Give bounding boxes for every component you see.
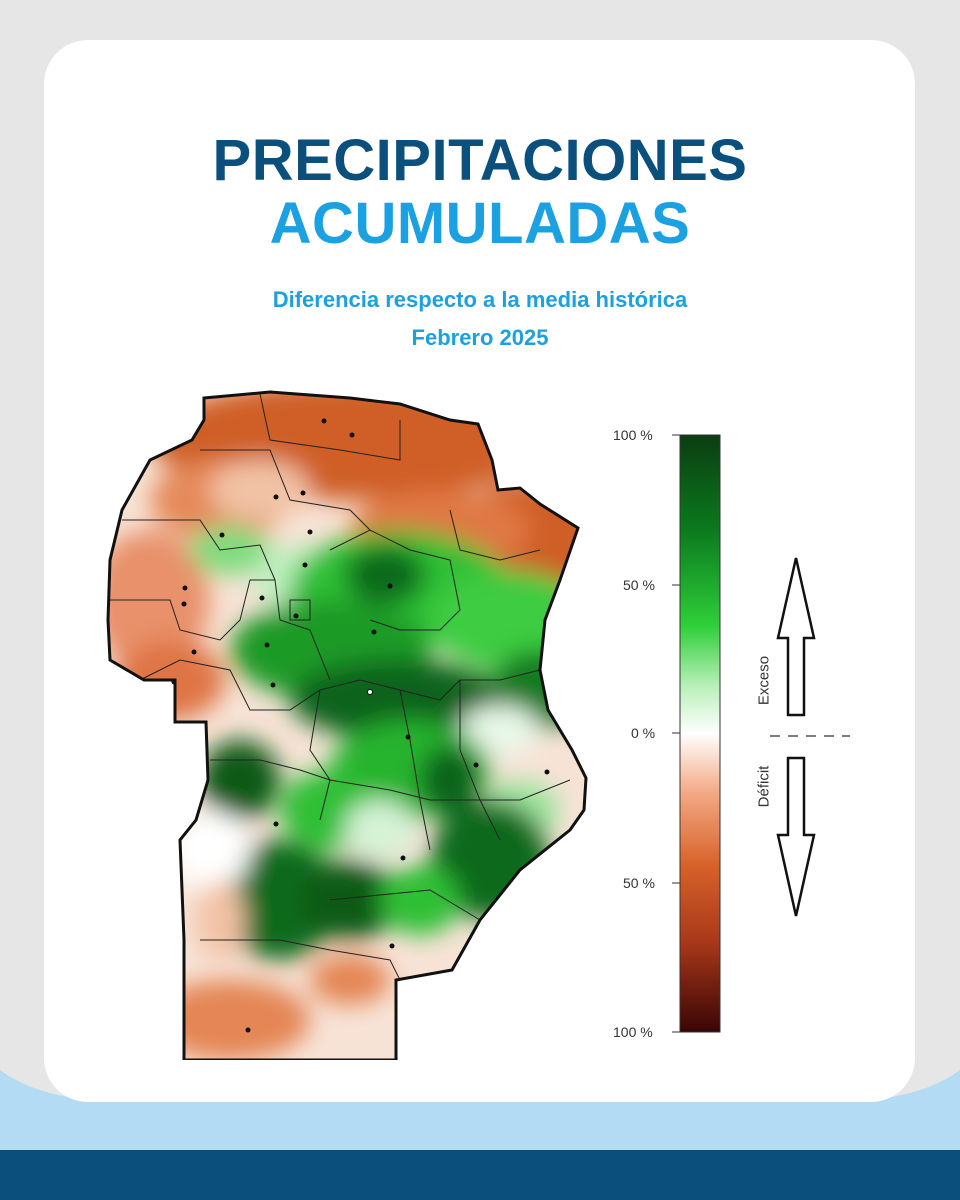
bottom-wave xyxy=(0,1070,960,1200)
legend-tick-50-bottom: 50 % xyxy=(623,875,655,891)
legend-exceso-label: Exceso xyxy=(755,655,773,706)
precipitation-map xyxy=(106,390,588,1060)
subtitle-line-2: Febrero 2025 xyxy=(411,325,549,350)
title-line-2: ACUMULADAS xyxy=(269,191,691,256)
legend-tick-100-bottom: 100 % xyxy=(613,1024,653,1040)
title-line-1: PRECIPITACIONES xyxy=(212,128,748,193)
legend-colorbar xyxy=(672,434,850,1033)
subtitle-line-1: Diferencia respecto a la media histórica xyxy=(272,287,688,312)
legend-deficit-label: Déficit xyxy=(755,765,773,808)
legend-tick-100-top: 100 % xyxy=(613,427,653,443)
exceso-arrow-icon xyxy=(776,557,816,717)
legend-tick-50-top: 50 % xyxy=(623,577,655,593)
legend-tick-0: 0 % xyxy=(631,725,656,741)
deficit-arrow-icon xyxy=(776,756,816,917)
